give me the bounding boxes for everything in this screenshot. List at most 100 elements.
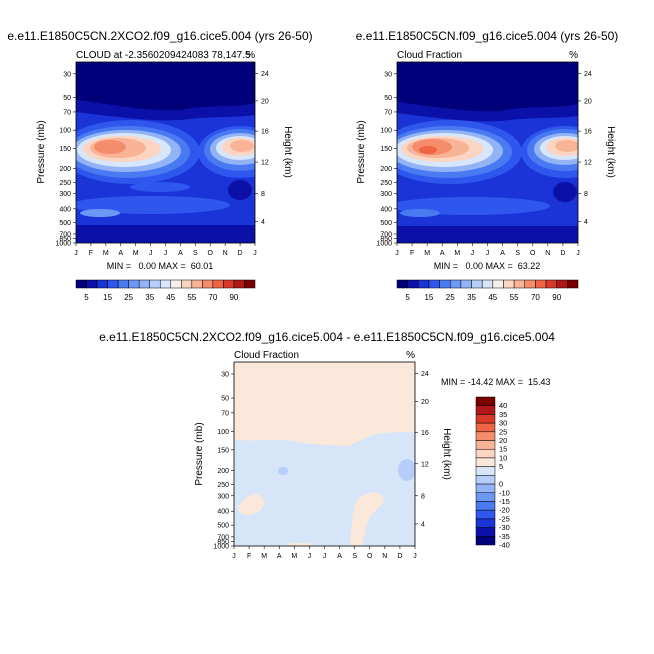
panel-right-units: %	[569, 50, 578, 61]
y-tick-label: 850	[217, 539, 229, 546]
panel-left-minmax: MIN = 0.00 MAX = 60.01	[107, 261, 214, 271]
x-tick-label: A	[277, 553, 282, 560]
x-tick-label: J	[253, 250, 257, 257]
height-tick-label: 16	[261, 129, 269, 136]
colorbar-swatch	[107, 279, 119, 289]
colorbar-label: 0	[499, 480, 503, 489]
panel-diff-minmax: MIN = -14.42 MAX = 15.43	[441, 377, 551, 387]
colorbar-swatch	[475, 466, 496, 476]
colorbar-swatch	[212, 279, 224, 289]
colorbar-label: 40	[499, 401, 507, 410]
colorbar-swatch	[117, 279, 129, 289]
x-tick-label: S	[352, 553, 357, 560]
x-tick-label: J	[471, 250, 475, 257]
colorbar-swatch	[138, 279, 150, 289]
colorbar-label: 5	[405, 293, 410, 302]
x-tick-label: N	[382, 553, 387, 560]
y-tick-label: 30	[63, 71, 71, 78]
panel-diff-subtitle: Cloud Fraction	[234, 350, 299, 361]
y-tick-label: 250	[217, 482, 229, 489]
colorbar-swatch	[170, 279, 182, 289]
panel-left-subtitle: CLOUD at -2.3560209424083 78,147.5	[76, 50, 251, 61]
colorbar-label: 5	[84, 293, 89, 302]
y-tick-label: 150	[217, 447, 229, 454]
height-tick-label: 20	[261, 98, 269, 105]
colorbar-swatch	[475, 501, 496, 511]
panel-left-ylabel: Pressure (mb)	[36, 120, 47, 183]
colorbar-swatch	[428, 279, 440, 289]
colorbar-swatch	[475, 422, 496, 433]
panel-right: e.e11.E1850C5CN.f09_g16.cice5.004 (yrs 2…	[356, 29, 619, 302]
panel-left-field	[76, 62, 255, 243]
colorbar-swatch	[149, 279, 161, 289]
x-tick-label: N	[223, 250, 228, 257]
y-tick-label: 50	[384, 95, 392, 102]
colorbar-swatch	[407, 279, 419, 289]
colorbar-swatch	[86, 279, 98, 289]
panel-diff-title: e.e11.E1850C5CN.2XCO2.f09_g16.cice5.004 …	[99, 330, 555, 344]
y-tick-label: 100	[59, 128, 71, 135]
y-tick-label: 30	[221, 371, 229, 378]
y-tick-label: 300	[380, 191, 392, 198]
x-tick-label: A	[500, 250, 505, 257]
colorbar-label: 70	[208, 293, 217, 302]
height-tick-label: 20	[421, 399, 429, 406]
colorbar-swatch	[481, 279, 494, 289]
colorbar-label: 15	[499, 445, 507, 454]
colorbar-swatch	[128, 279, 140, 289]
colorbar-swatch	[475, 518, 496, 528]
y-tick-label: 500	[59, 220, 71, 227]
panel-right-colorbar: 5 15 25 35 45 55 70 90	[396, 279, 579, 302]
y-tick-label: 100	[217, 429, 229, 436]
y-tick-label: 50	[63, 95, 71, 102]
panel-diff-ylabel-right: Height (km)	[441, 428, 452, 480]
x-tick-label: D	[238, 250, 243, 257]
y-tick-label: 500	[380, 220, 392, 227]
colorbar-label: 45	[488, 293, 497, 302]
y-tick-label: 500	[217, 523, 229, 530]
panel-right-ylabel-right: Height (km)	[605, 126, 616, 178]
colorbar-swatch	[191, 279, 203, 289]
colorbar-swatch	[244, 279, 256, 289]
colorbar-swatch	[181, 279, 193, 289]
x-tick-label: A	[178, 250, 183, 257]
height-tick-label: 12	[584, 160, 592, 167]
panel-left: e.e11.E1850C5CN.2XCO2.f09_g16.cice5.004 …	[7, 29, 312, 302]
height-tick-label: 8	[421, 493, 425, 500]
x-tick-label: O	[208, 250, 214, 257]
colorbar-label: 45	[166, 293, 175, 302]
panel-right-ylabel: Pressure (mb)	[356, 120, 367, 183]
colorbar-label: 20	[499, 436, 507, 445]
colorbar-label: 35	[145, 293, 154, 302]
panel-right-subtitle: Cloud Fraction	[397, 50, 462, 61]
panel-left-ylabel-right: Height (km)	[282, 126, 293, 178]
colorbar-swatch	[75, 279, 87, 289]
y-tick-label: 700	[59, 231, 71, 238]
x-tick-label: N	[545, 250, 550, 257]
y-tick-label: 700	[380, 231, 392, 238]
y-tick-label: 300	[217, 493, 229, 500]
colorbar-swatch	[475, 448, 496, 459]
colorbar-label: 30	[499, 419, 507, 428]
colorbar-swatch	[492, 279, 504, 289]
panel-left-units: %	[246, 50, 255, 61]
y-tick-label: 70	[384, 109, 392, 116]
colorbar-swatch	[202, 279, 214, 289]
x-tick-label: M	[454, 250, 460, 257]
x-tick-label: A	[118, 250, 123, 257]
colorbar-label: 55	[510, 293, 519, 302]
colorbar-swatch	[96, 279, 108, 289]
y-tick-label: 70	[221, 410, 229, 417]
height-tick-label: 24	[421, 371, 429, 378]
colorbar-label: -15	[499, 497, 510, 506]
colorbar-swatch	[475, 475, 496, 485]
panel-diff: e.e11.E1850C5CN.2XCO2.f09_g16.cice5.004 …	[99, 330, 555, 560]
panel-right-field	[397, 62, 578, 243]
y-tick-label: 150	[380, 146, 392, 153]
colorbar-swatch	[475, 396, 496, 406]
colorbar-label: 25	[499, 427, 507, 436]
x-tick-label: S	[193, 250, 198, 257]
